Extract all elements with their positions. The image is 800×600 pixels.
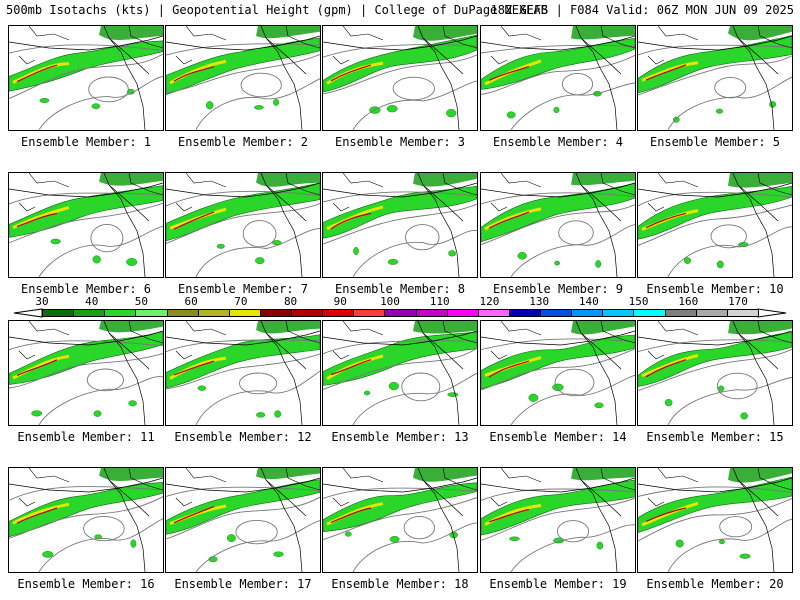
- colorbar-swatch: [571, 309, 604, 317]
- colorbar-swatch: [353, 309, 386, 317]
- colorbar-tick-label: 70: [234, 295, 248, 308]
- colorbar-swatch: [291, 309, 324, 317]
- member-8-label: Ensemble Member: 8: [334, 282, 466, 296]
- member-7-label: Ensemble Member: 7: [177, 282, 309, 296]
- member-20-map: [637, 467, 793, 573]
- colorbar-swatch: [508, 309, 542, 317]
- member-17-label: Ensemble Member: 17: [174, 577, 312, 591]
- colorbar-swatch: [602, 309, 635, 317]
- member-1-map: [8, 25, 164, 131]
- member-1-label: Ensemble Member: 1: [20, 135, 152, 149]
- member-2-label: Ensemble Member: 2: [177, 135, 309, 149]
- member-15-label: Ensemble Member: 15: [646, 430, 784, 444]
- member-14-map: [480, 320, 636, 426]
- member-10-map: [637, 172, 793, 278]
- colorbar-tick-label: 160: [678, 295, 699, 308]
- member-8-map: [322, 172, 478, 278]
- colorbar-tick-label: 60: [184, 295, 198, 308]
- member-20-label: Ensemble Member: 20: [646, 577, 784, 591]
- member-18-label: Ensemble Member: 18: [331, 577, 469, 591]
- member-15-map: [637, 320, 793, 426]
- colorbar-tick-label: 150: [628, 295, 649, 308]
- colorbar-swatch: [664, 309, 697, 317]
- member-5-map: [637, 25, 793, 131]
- colorbar-tick-label: 90: [333, 295, 347, 308]
- colorbar-tick-label: 110: [429, 295, 450, 308]
- member-16-map: [8, 467, 164, 573]
- colorbar-tick-label: 80: [283, 295, 298, 308]
- member-9-label: Ensemble Member: 9: [492, 282, 624, 296]
- member-12-label: Ensemble Member: 12: [174, 430, 312, 444]
- member-16-label: Ensemble Member: 16: [17, 577, 155, 591]
- colorbar-swatch: [695, 309, 728, 317]
- colorbar-tick-label: 100: [380, 295, 400, 308]
- colorbar-swatch: [135, 309, 168, 317]
- colorbar-tick-label: 130: [529, 295, 550, 308]
- colorbar-swatch: [540, 309, 573, 317]
- member-4-label: Ensemble Member: 4: [492, 135, 624, 149]
- colorbar-swatch: [726, 309, 759, 317]
- colorbar-swatch: [384, 309, 417, 317]
- colorbar-swatch: [322, 309, 355, 317]
- member-12-map: [165, 320, 321, 426]
- map-title: 500mb Isotachs (kts) | Geopotential Heig…: [6, 3, 548, 17]
- colorbar-swatch: [197, 309, 230, 317]
- colorbar-swatch: [633, 309, 666, 317]
- member-13-map: [322, 320, 478, 426]
- colorbar-tick-label: 30: [35, 295, 49, 308]
- colorbar-swatch: [259, 309, 293, 317]
- member-3-label: Ensemble Member: 3: [334, 135, 466, 149]
- colorbar-swatch: [477, 309, 510, 317]
- run-valid-time: 18Z GEFS | F084 Valid: 06Z MON JUN 09 20…: [490, 3, 794, 17]
- member-4-map: [480, 25, 636, 131]
- member-3-map: [322, 25, 478, 131]
- colorbar-swatch: [42, 309, 75, 317]
- member-7-map: [165, 172, 321, 278]
- member-10-label: Ensemble Member: 10: [646, 282, 784, 296]
- member-14-label: Ensemble Member: 14: [489, 430, 627, 444]
- colorbar-swatch: [166, 309, 199, 317]
- member-18-map: [322, 467, 478, 573]
- member-9-map: [480, 172, 636, 278]
- member-19-label: Ensemble Member: 19: [489, 577, 627, 591]
- colorbar-tick-label: 50: [134, 295, 149, 308]
- member-6-label: Ensemble Member: 6: [20, 282, 152, 296]
- colorbar-swatch: [73, 309, 106, 317]
- member-19-map: [480, 467, 636, 573]
- member-11-map: [8, 320, 164, 426]
- colorbar-swatch: [104, 309, 137, 317]
- member-11-label: Ensemble Member: 11: [17, 430, 155, 444]
- colorbar-tick-label: 120: [479, 295, 500, 308]
- colorbar-swatch: [446, 309, 479, 317]
- member-2-map: [165, 25, 321, 131]
- member-6-map: [8, 172, 164, 278]
- isotach-colorbar: 30 40 50 60 70 80 90 100 110 120 130 140 150 160 170: [0, 296, 800, 320]
- colorbar-tick-label: 170: [728, 295, 748, 308]
- member-17-map: [165, 467, 321, 573]
- member-13-label: Ensemble Member: 13: [331, 430, 469, 444]
- colorbar-swatch: [415, 309, 448, 317]
- member-5-label: Ensemble Member: 5: [649, 135, 781, 149]
- colorbar-tick-label: 40: [85, 295, 99, 308]
- colorbar-tick-label: 140: [578, 295, 599, 308]
- colorbar-swatch: [228, 309, 261, 317]
